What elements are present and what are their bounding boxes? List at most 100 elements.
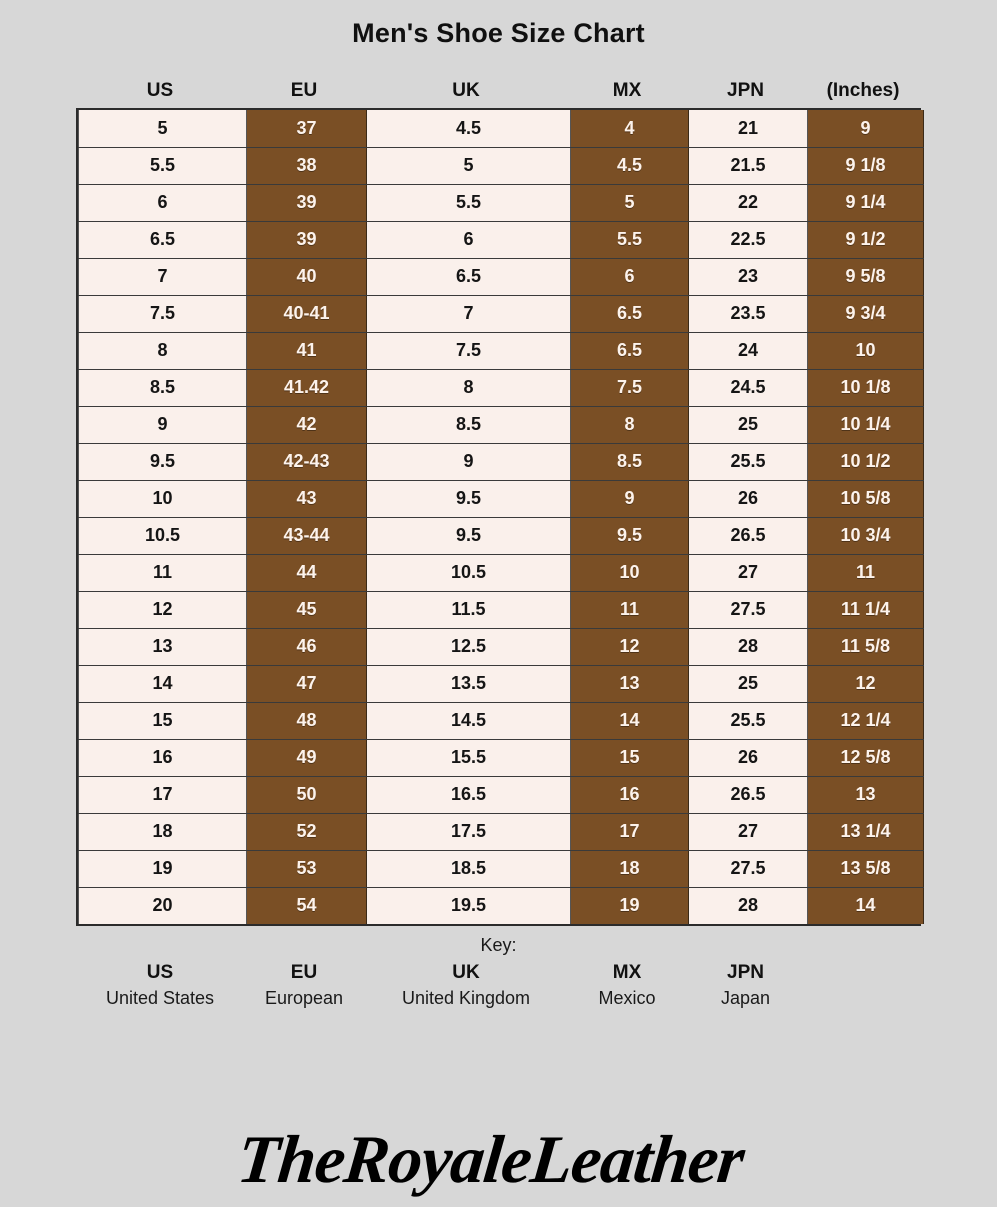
- table-cell-jpn: 26.5: [688, 516, 808, 555]
- table-cell-inches: 12: [807, 664, 924, 703]
- table-cell-jpn: 26.5: [688, 775, 808, 814]
- key-full-mx: Mexico: [598, 988, 656, 1008]
- brand-watermark-text: TheRoyaleLeather: [233, 1121, 748, 1197]
- table-cell-inches: 10 1/8: [807, 368, 924, 407]
- table-row: 10.5 43-44 9.5 9.5 26.5 10 3/4: [78, 516, 924, 555]
- column-header-eu: EU: [290, 80, 318, 101]
- table-cell-uk: 8: [366, 368, 571, 407]
- table-cell-uk: 10.5: [366, 553, 571, 592]
- table-cell-eu: 48: [246, 701, 367, 740]
- table-cell-inches: 9 1/8: [807, 146, 924, 185]
- table-cell-inches: 14: [807, 886, 924, 924]
- table-cell-uk: 9.5: [366, 516, 571, 555]
- table-cell-us: 15: [78, 701, 247, 740]
- key-label: Key:: [480, 935, 517, 955]
- key-full-us: United States: [105, 988, 215, 1008]
- table-cell-jpn: 27.5: [688, 590, 808, 629]
- key-abbr-eu: EU: [290, 962, 318, 983]
- table-cell-us: 9: [78, 405, 247, 444]
- table-cell-jpn: 23: [688, 257, 808, 296]
- table-cell-eu: 41.42: [246, 368, 367, 407]
- table-cell-jpn: 27.5: [688, 849, 808, 888]
- table-cell-eu: 39: [246, 220, 367, 259]
- table-row: 7 40 6.5 6 23 9 5/8: [78, 257, 924, 296]
- table-cell-mx: 19: [570, 886, 689, 924]
- table-cell-eu: 47: [246, 664, 367, 703]
- table-cell-us: 9.5: [78, 442, 247, 481]
- table-cell-jpn: 22.5: [688, 220, 808, 259]
- table-cell-inches: 13 1/4: [807, 812, 924, 851]
- table-row: 7.5 40-41 7 6.5 23.5 9 3/4: [78, 294, 924, 333]
- key-abbr-jpn: JPN: [727, 962, 764, 983]
- table-cell-us: 12: [78, 590, 247, 629]
- table-cell-mx: 12: [570, 627, 689, 666]
- key-full-uk: United Kingdom: [401, 988, 531, 1008]
- table-cell-jpn: 25: [688, 664, 808, 703]
- table-row: 6.5 39 6 5.5 22.5 9 1/2: [78, 220, 924, 259]
- table-cell-uk: 9: [366, 442, 571, 481]
- table-row: 9.5 42-43 9 8.5 25.5 10 1/2: [78, 442, 924, 481]
- table-cell-jpn: 24: [688, 331, 808, 370]
- table-cell-us: 7: [78, 257, 247, 296]
- table-cell-jpn: 28: [688, 886, 808, 924]
- table-row: 16 49 15.5 15 26 12 5/8: [78, 738, 924, 777]
- table-cell-eu: 54: [246, 886, 367, 924]
- table-cell-mx: 8.5: [570, 442, 689, 481]
- column-header-inches: (Inches): [826, 80, 900, 101]
- table-cell-inches: 10 1/2: [807, 442, 924, 481]
- table-cell-mx: 4: [570, 110, 689, 148]
- table-cell-mx: 4.5: [570, 146, 689, 185]
- table-cell-uk: 6: [366, 220, 571, 259]
- key-abbr-us: US: [146, 962, 174, 983]
- table-cell-eu: 50: [246, 775, 367, 814]
- table-cell-jpn: 27: [688, 553, 808, 592]
- table-cell-jpn: 25.5: [688, 701, 808, 740]
- table-cell-uk: 11.5: [366, 590, 571, 629]
- page-title: Men's Shoe Size Chart: [352, 18, 645, 48]
- table-cell-us: 5: [78, 110, 247, 148]
- table-cell-inches: 9 1/4: [807, 183, 924, 222]
- table-cell-us: 18: [78, 812, 247, 851]
- key-fullname-row: United States European United Kingdom Me…: [76, 988, 921, 1009]
- table-cell-inches: 13 5/8: [807, 849, 924, 888]
- table-cell-jpn: 22: [688, 183, 808, 222]
- table-cell-eu: 49: [246, 738, 367, 777]
- table-row: 6 39 5.5 5 22 9 1/4: [78, 183, 924, 222]
- table-cell-mx: 5: [570, 183, 689, 222]
- table-cell-us: 20: [78, 886, 247, 924]
- table-cell-mx: 9: [570, 479, 689, 518]
- table-cell-us: 11: [78, 553, 247, 592]
- table-cell-uk: 18.5: [366, 849, 571, 888]
- table-cell-mx: 6: [570, 257, 689, 296]
- size-chart-table-body: 5 37 4.5 4 21 9 5.5 38 5 4.5 21.5 9 1/8 6 39 5.5 5 22 9 1…: [78, 110, 924, 924]
- table-cell-eu: 44: [246, 553, 367, 592]
- table-cell-us: 19: [78, 849, 247, 888]
- column-header-jpn: JPN: [727, 80, 764, 101]
- table-cell-us: 16: [78, 738, 247, 777]
- table-cell-eu: 45: [246, 590, 367, 629]
- table-cell-uk: 7: [366, 294, 571, 333]
- table-cell-inches: 9: [807, 110, 924, 148]
- table-cell-uk: 15.5: [366, 738, 571, 777]
- table-cell-uk: 4.5: [366, 110, 571, 148]
- table-row: 10 43 9.5 9 26 10 5/8: [78, 479, 924, 518]
- table-cell-inches: 11 5/8: [807, 627, 924, 666]
- table-cell-eu: 42-43: [246, 442, 367, 481]
- table-cell-eu: 43-44: [246, 516, 367, 555]
- table-cell-mx: 9.5: [570, 516, 689, 555]
- table-cell-mx: 6.5: [570, 331, 689, 370]
- table-cell-inches: 12 5/8: [807, 738, 924, 777]
- table-row: 15 48 14.5 14 25.5 12 1/4: [78, 701, 924, 740]
- table-cell-jpn: 26: [688, 738, 808, 777]
- table-cell-jpn: 24.5: [688, 368, 808, 407]
- table-cell-uk: 9.5: [366, 479, 571, 518]
- table-cell-mx: 10: [570, 553, 689, 592]
- table-row: 20 54 19.5 19 28 14: [78, 886, 924, 924]
- table-cell-mx: 7.5: [570, 368, 689, 407]
- table-cell-inches: 10 3/4: [807, 516, 924, 555]
- table-cell-eu: 41: [246, 331, 367, 370]
- table-cell-us: 6: [78, 183, 247, 222]
- table-column-headers: US EU UK MX JPN (Inches): [76, 80, 921, 108]
- table-cell-inches: 10: [807, 331, 924, 370]
- table-cell-jpn: 25: [688, 405, 808, 444]
